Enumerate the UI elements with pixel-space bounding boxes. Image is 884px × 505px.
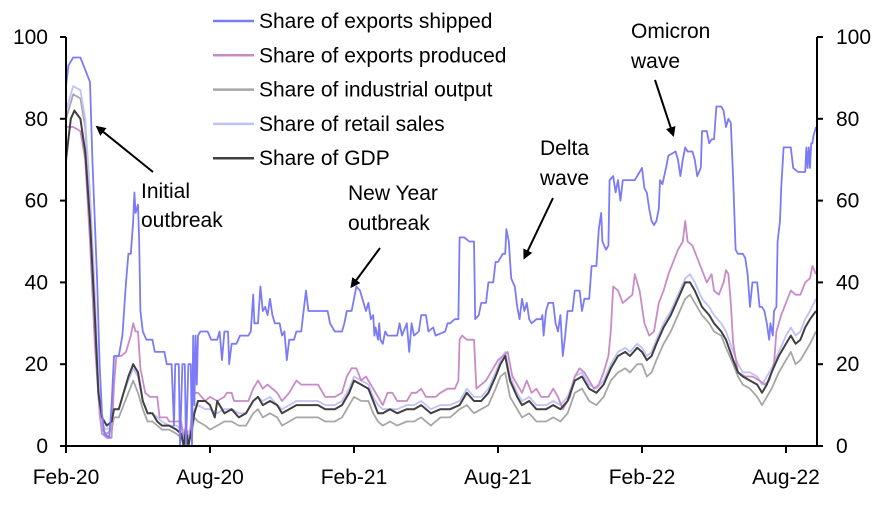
legend-item-share-of-exports-produced: Share of exports produced — [213, 44, 507, 67]
legend-label: Share of industrial output — [259, 79, 493, 102]
series-line-share-of-exports-shipped — [65, 56, 817, 447]
right-y-tick-label: 20 — [836, 353, 859, 376]
legend-item-share-of-exports-shipped: Share of exports shipped — [213, 10, 492, 33]
annotation-new-year-outbreak: New Year outbreak — [348, 182, 438, 289]
annotation-arrow — [523, 197, 554, 260]
left-y-tick-label: 0 — [36, 435, 48, 458]
annotation-text: Omicron — [631, 20, 710, 43]
right-y-tick-label: 60 — [836, 190, 859, 213]
series-line-share-of-retail-sales — [65, 85, 817, 435]
annotation-omicron-wave: Omicron wave — [630, 20, 710, 138]
legend-label: Share of exports produced — [259, 44, 507, 67]
legend-label: Share of exports shipped — [259, 10, 492, 33]
annotation-text: New Year — [348, 182, 438, 205]
series-line-share-of-exports-produced — [66, 126, 817, 443]
left-y-tick-label: 20 — [25, 353, 48, 376]
annotation-arrow — [654, 79, 676, 138]
annotation-arrow — [95, 125, 154, 173]
left-y-tick-label: 40 — [25, 271, 48, 294]
left-y-tick-label: 80 — [25, 108, 48, 131]
annotation-initial-outbreak: Initial outbreak — [95, 125, 223, 232]
ticks-layer: 0 20 40 60 80 100 0 20 40 60 80 100 Feb-20 Aug-20 Feb-… — [13, 26, 871, 489]
legend: Share of exports shipped Share of exports… — [213, 10, 507, 170]
right-y-tick-label: 100 — [836, 26, 871, 49]
series-line-share-of-industrial-output — [65, 93, 817, 439]
annotation-arrow — [350, 247, 381, 289]
x-tick-label: Feb-21 — [321, 466, 388, 489]
annotation-text: outbreak — [348, 212, 430, 235]
annotation-text: Delta — [540, 137, 589, 160]
annotation-text: wave — [539, 167, 589, 190]
legend-item-share-of-retail-sales: Share of retail sales — [213, 113, 445, 136]
axes-layer — [60, 37, 823, 447]
series-layer — [65, 56, 817, 447]
annotation-delta-wave: Delta wave — [523, 137, 589, 260]
x-tick-label: Aug-20 — [176, 466, 244, 489]
right-y-tick-label: 40 — [836, 271, 859, 294]
series-line-share-of-gdp — [65, 109, 817, 447]
legend-item-share-of-gdp: Share of GDP — [213, 147, 390, 170]
x-tick-label: Aug-21 — [464, 466, 532, 489]
legend-label: Share of GDP — [259, 147, 390, 170]
annotation-text: wave — [630, 50, 680, 73]
legend-label: Share of retail sales — [259, 113, 445, 136]
left-y-tick-label: 60 — [25, 190, 48, 213]
annotation-text: outbreak — [141, 209, 223, 232]
left-y-tick-label: 100 — [13, 26, 48, 49]
x-tick-label: Feb-20 — [33, 466, 100, 489]
legend-item-share-of-industrial-output: Share of industrial output — [213, 79, 493, 102]
right-y-tick-label: 0 — [836, 435, 848, 458]
annotations: Initial outbreak New Year outbreak Delta wave… — [95, 20, 710, 289]
x-tick-label: Aug-22 — [752, 466, 820, 489]
x-tick-label: Feb-22 — [609, 466, 676, 489]
right-y-tick-label: 80 — [836, 108, 859, 131]
annotation-text: Initial — [141, 180, 190, 203]
